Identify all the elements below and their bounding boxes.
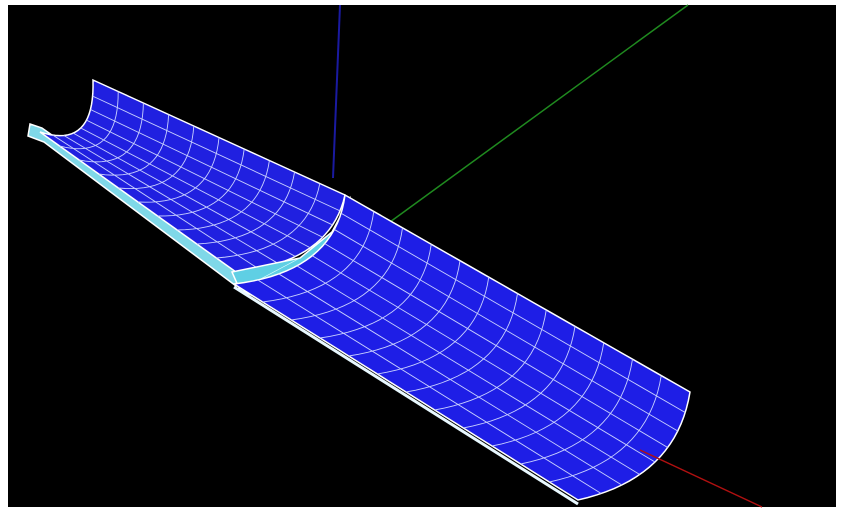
mesh-line [324,243,668,448]
mesh-line [278,273,622,486]
z-axis [332,4,341,179]
front-surface [231,193,691,501]
mesh-line [52,134,259,269]
x-axis [639,449,763,508]
mesh-line [312,255,656,463]
mesh-line [340,212,686,413]
mesh-line [63,135,279,264]
tube-edge [233,285,579,506]
mesh-line [80,127,311,249]
mesh-line [334,229,678,432]
y-axis [389,4,689,223]
mesh-line [257,279,602,494]
mesh-line [296,265,640,475]
mesh-line [73,132,296,257]
mesh-line [92,95,341,212]
mesh-line [86,119,323,238]
mesh-line [90,109,333,226]
model [27,78,691,506]
